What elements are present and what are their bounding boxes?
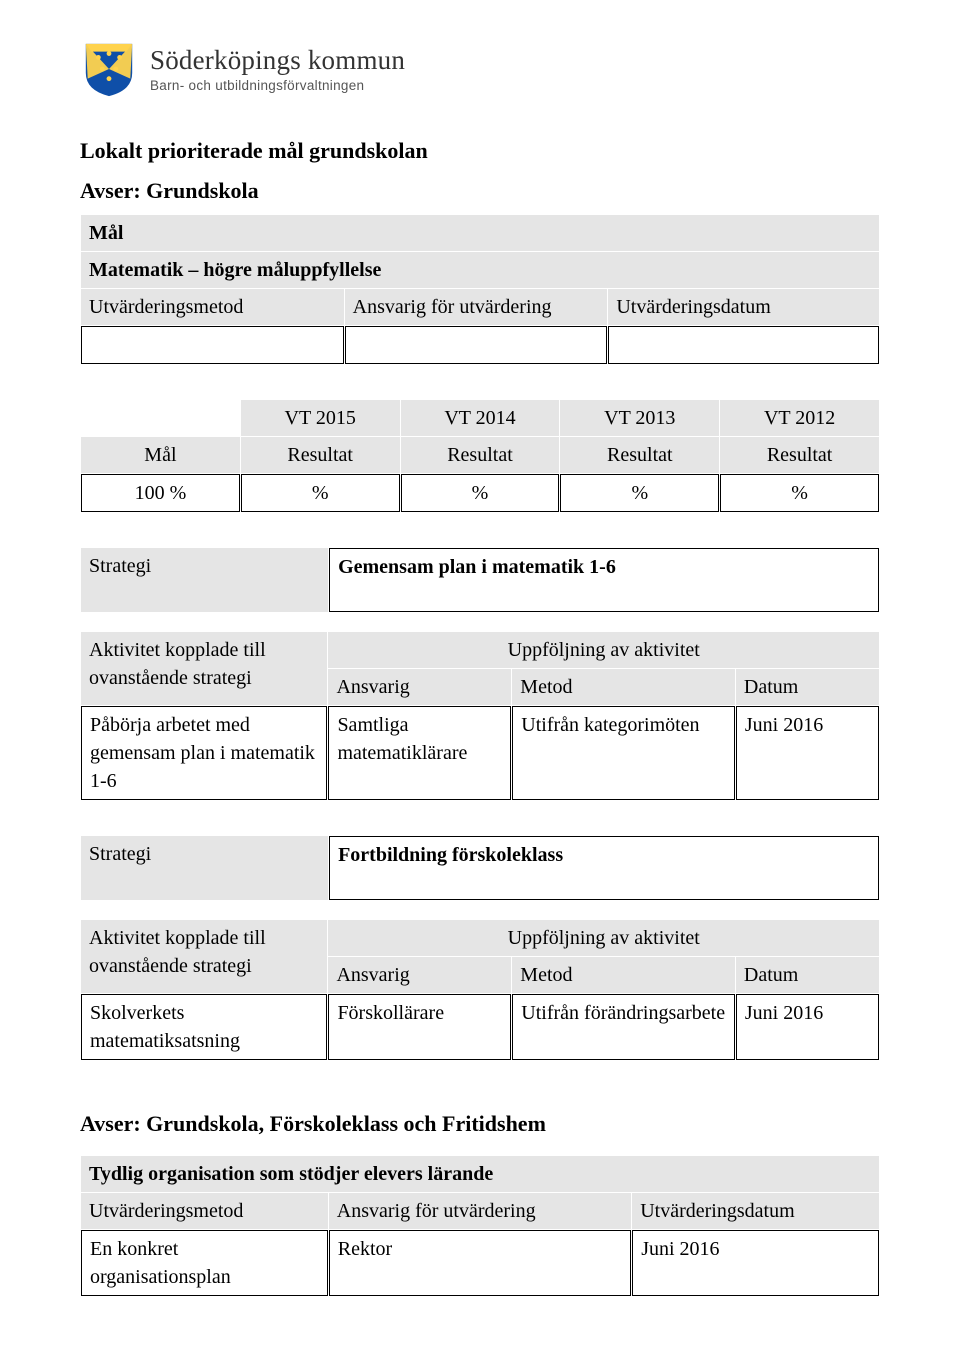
col-utvmetod-2: Utvärderingsmetod (81, 1193, 328, 1229)
uppf-header: Uppföljning av aktivitet (328, 920, 879, 956)
akt-kopplade: Aktivitet kopplade till ovanstående stra… (81, 920, 327, 993)
strategy2-activity-table: Aktivitet kopplade till ovanstående stra… (80, 919, 880, 1061)
mal-text-2: Tydlig organisation som stödjer elevers … (81, 1156, 879, 1192)
ansvarig-val: Förskollärare (328, 994, 511, 1060)
org-subtitle: Barn- och utbildningsförvaltningen (150, 78, 405, 93)
strategy1-activity-table: Aktivitet kopplade till ovanstående stra… (80, 631, 880, 801)
pct-cell: % (241, 474, 400, 512)
row-metod: En konkret organisationsplan (81, 1230, 328, 1296)
pct-cell: % (401, 474, 560, 512)
year-col: VT 2013 (560, 400, 719, 436)
metod-val: Utifrån förändringsarbete (512, 994, 735, 1060)
col-utvdatum-2: Utvärderingsdatum (632, 1193, 879, 1229)
section-heading: Lokalt prioriterade mål grundskolan (80, 138, 880, 164)
goal-value: 100 % (81, 474, 240, 512)
section2-table: Tydlig organisation som stödjer elevers … (80, 1155, 880, 1297)
strategy2-table: Strategi Fortbildning förskoleklass (80, 835, 880, 901)
strategi-text: Fortbildning förskoleklass (329, 836, 879, 900)
pct-cell: % (720, 474, 879, 512)
pct-cell: % (560, 474, 719, 512)
cell-utvdatum-value (608, 326, 879, 364)
avser-line-2: Avser: Grundskola, Förskoleklass och Fri… (80, 1111, 880, 1137)
datum-col: Datum (736, 957, 879, 993)
col-resultat: Resultat (401, 437, 560, 473)
akt-text: Påbörja arbetet med gemensam plan i mate… (81, 706, 327, 800)
cell-ansvutv-value (345, 326, 608, 364)
strategi-label: Strategi (81, 548, 328, 612)
results-table: VT 2015 VT 2014 VT 2013 VT 2012 Mål Resu… (80, 399, 880, 513)
col-resultat: Resultat (560, 437, 719, 473)
avser-line: Avser: Grundskola (80, 178, 880, 204)
row-label: Mål (81, 437, 240, 473)
metod-col: Metod (512, 957, 735, 993)
document-header: Söderköpings kommun Barn- och utbildning… (80, 40, 880, 98)
ansvarig-col: Ansvarig (328, 957, 511, 993)
col-resultat: Resultat (241, 437, 400, 473)
metod-col: Metod (512, 669, 735, 705)
strategi-label: Strategi (81, 836, 328, 900)
uppf-header: Uppföljning av aktivitet (328, 632, 879, 668)
col-resultat: Resultat (720, 437, 879, 473)
cell-utvmetod-value (81, 326, 344, 364)
row-datum: Juni 2016 (632, 1230, 879, 1296)
datum-val: Juni 2016 (736, 706, 879, 800)
col-utvmetod: Utvärderingsmetod (81, 289, 344, 325)
year-col: VT 2015 (241, 400, 400, 436)
mal-text: Matematik – högre måluppfyllelse (81, 252, 879, 288)
org-name: Söderköpings kommun (150, 45, 405, 76)
datum-col: Datum (736, 669, 879, 705)
col-utvdatum: Utvärderingsdatum (608, 289, 879, 325)
akt-kopplade: Aktivitet kopplade till ovanstående stra… (81, 632, 327, 705)
col-ansvutv-2: Ansvarig för utvärdering (329, 1193, 631, 1229)
year-col: VT 2014 (401, 400, 560, 436)
mal-label: Mål (81, 215, 879, 251)
strategi-text: Gemensam plan i matematik 1-6 (329, 548, 879, 612)
datum-val: Juni 2016 (736, 994, 879, 1060)
col-ansvutv: Ansvarig för utvärdering (345, 289, 608, 325)
year-col: VT 2012 (720, 400, 879, 436)
akt-text: Skolverkets matematiksatsning (81, 994, 327, 1060)
ansvarig-col: Ansvarig (328, 669, 511, 705)
strategy1-table: Strategi Gemensam plan i matematik 1-6 (80, 547, 880, 613)
metod-val: Utifrån kategorimöten (512, 706, 735, 800)
mal-table: Mål Matematik – högre måluppfyllelse Utv… (80, 214, 880, 365)
municipality-logo-icon (80, 40, 138, 98)
ansvarig-val: Samtliga matematiklärare (328, 706, 511, 800)
row-ansv: Rektor (329, 1230, 631, 1296)
